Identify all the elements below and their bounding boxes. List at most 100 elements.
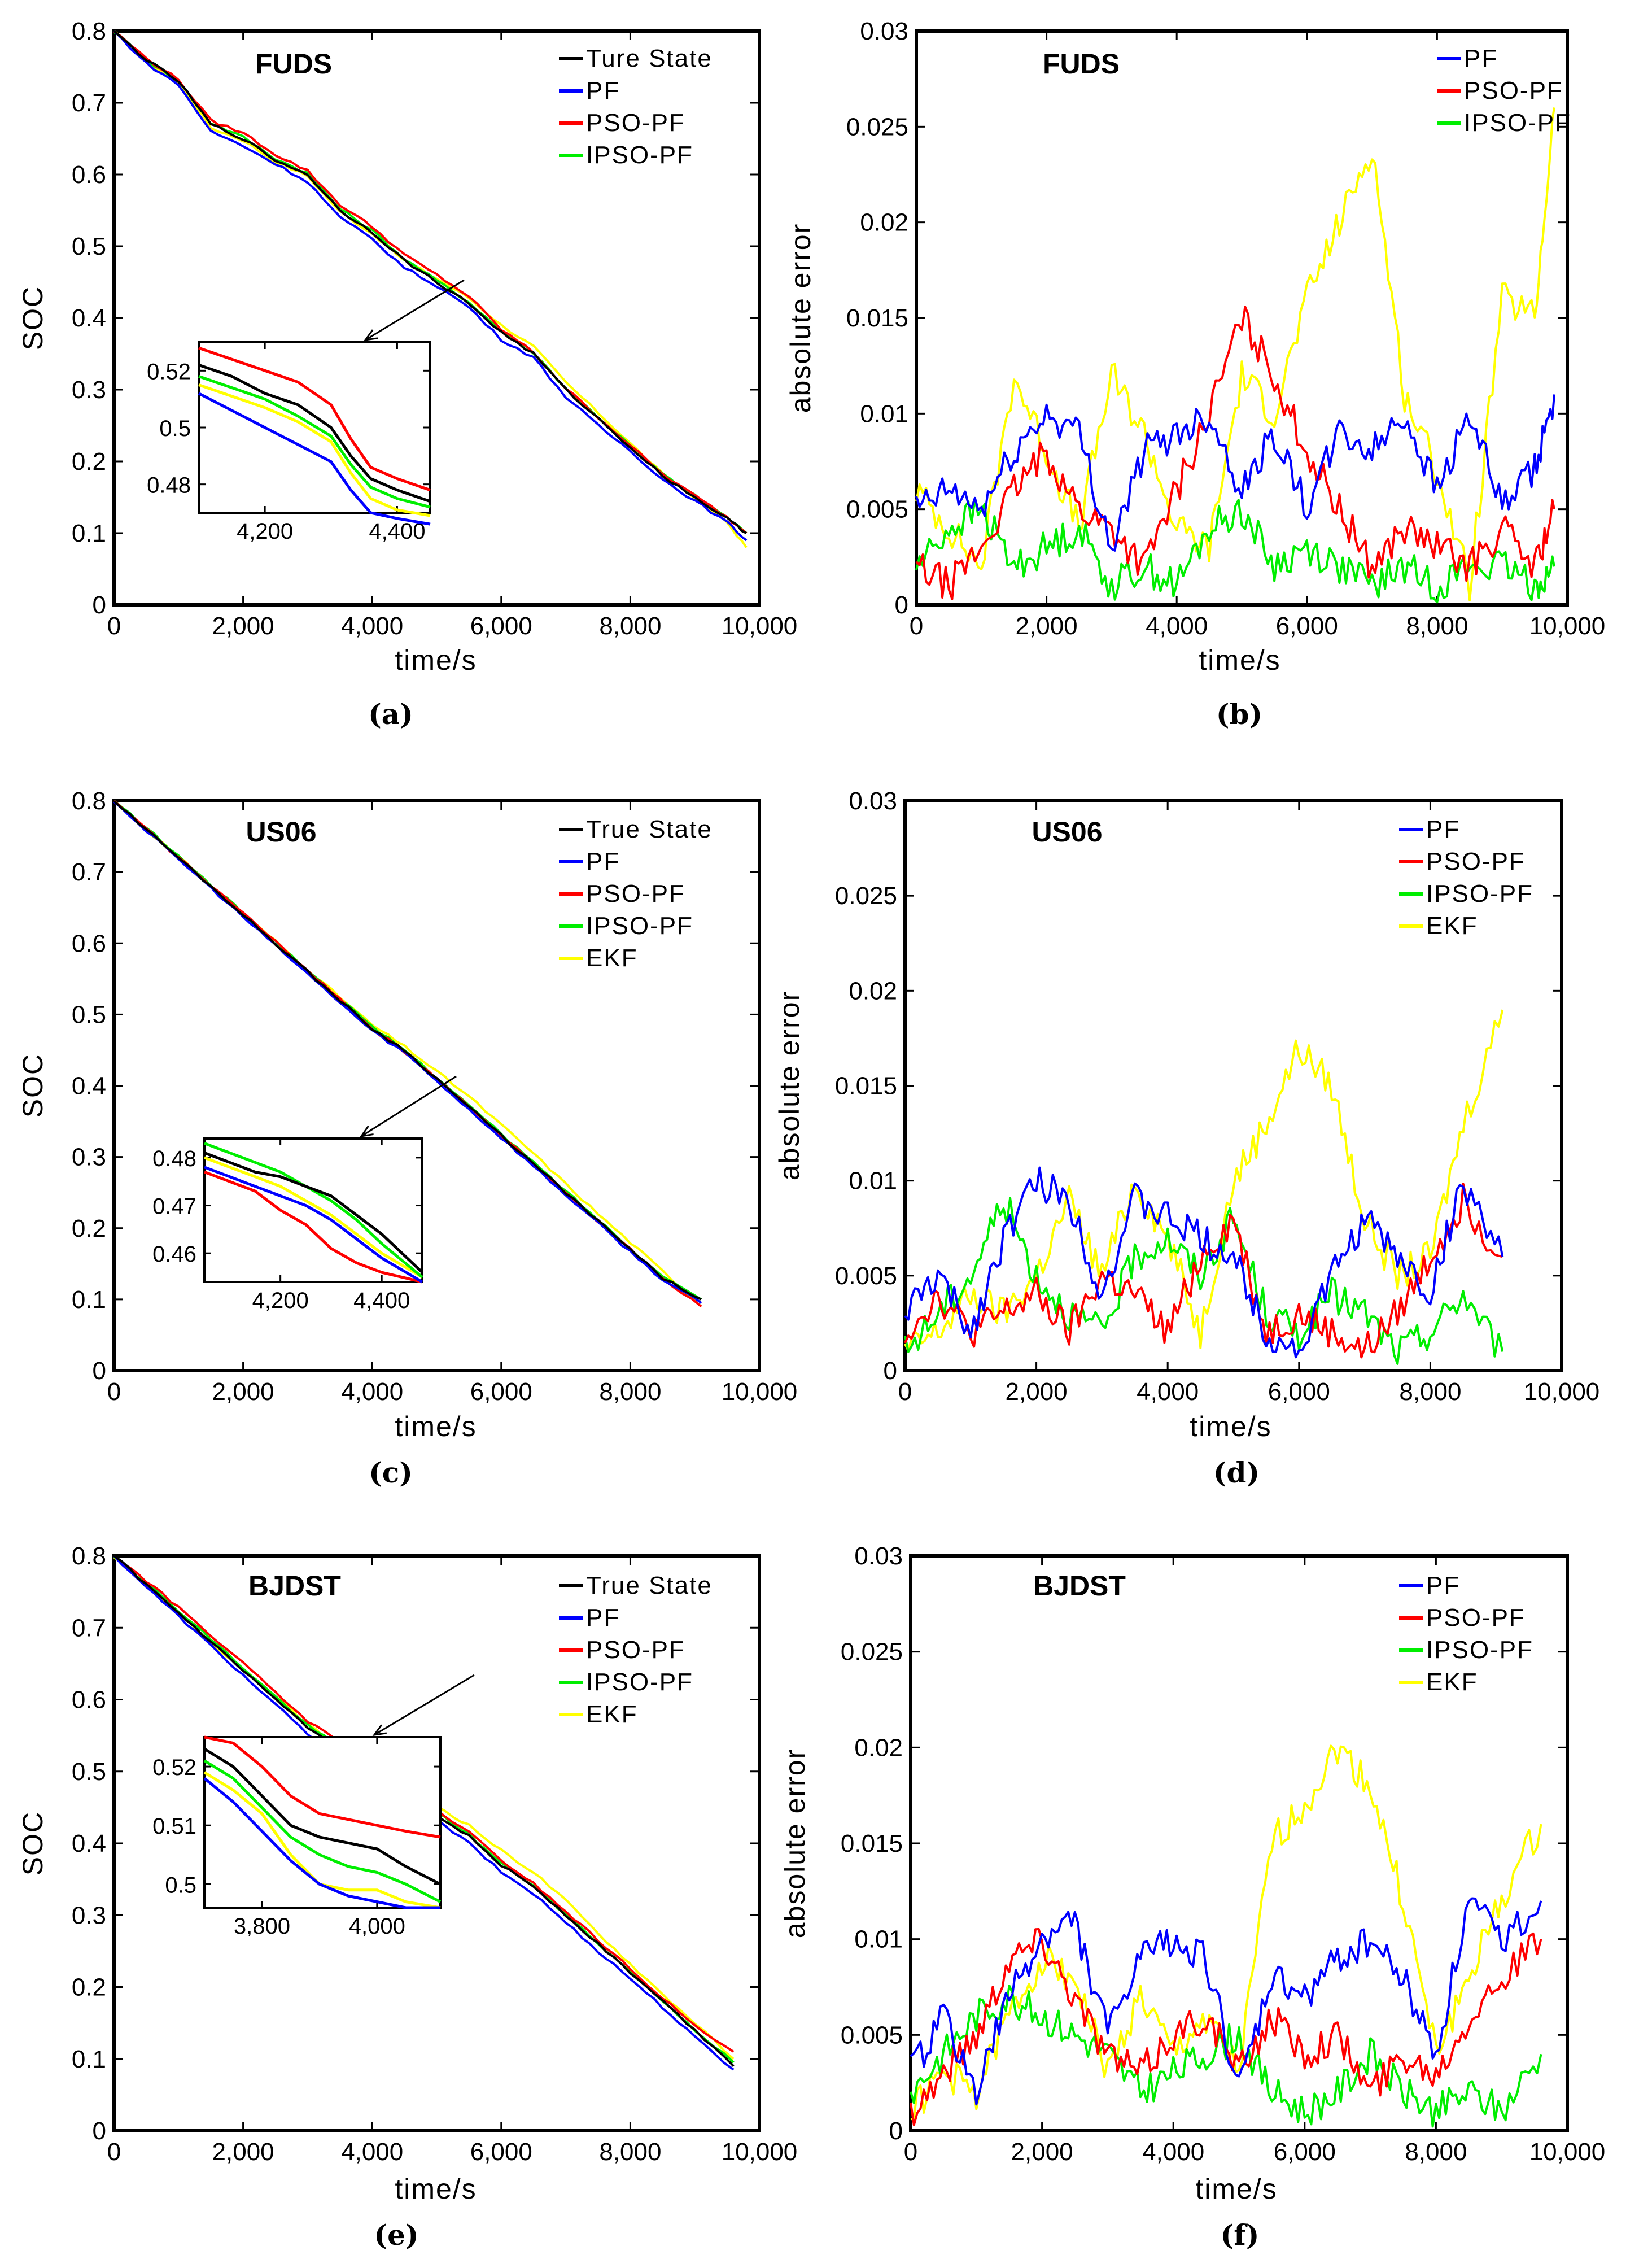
chart-a-inset-ytick-label-1: 0.5	[159, 416, 191, 441]
chart-b-xtick-label-4: 8,000	[1406, 612, 1468, 640]
chart-a-xtick-label-5: 10,000	[722, 612, 798, 640]
chart-a: 0 2,000 4,000 6,000 8,000 10,000 0 0.1 0.2 0.3 0.4…	[17, 18, 797, 731]
chart-f-legend-label-0: PF	[1426, 1572, 1460, 1599]
chart-d-legend-label-0: PF	[1426, 815, 1460, 843]
chart-f-series-pso-pf	[910, 1928, 1542, 2126]
chart-f-ytick-label-2: 0.01	[854, 1926, 903, 1953]
chart-a-ytick-label-1: 0.1	[72, 520, 106, 547]
chart-a-inset-xtick-label-0: 4,200	[237, 519, 293, 544]
chart-a-ylabel: SOC	[17, 286, 49, 350]
chart-f-xtick-label-2: 4,000	[1142, 2138, 1204, 2166]
chart-f-caption: (f)	[1221, 2218, 1260, 2252]
chart-c-ytick-label-0: 0	[93, 1357, 106, 1385]
chart-c: 0 2,000 4,000 6,000 8,000 10,000 0 0.1 0.2 0.3 0.4…	[17, 787, 797, 1489]
chart-e-inset-arrow-line	[374, 1674, 475, 1736]
chart-c-xtick-label-3: 6,000	[470, 1378, 532, 1406]
chart-c-xtick-label-2: 4,000	[341, 1378, 403, 1406]
chart-d-caption: (d)	[1213, 1456, 1260, 1489]
chart-b-xtick-label-3: 6,000	[1276, 612, 1338, 640]
chart-c-legend-label-0: True State	[586, 815, 713, 843]
chart-b-legend-label-0: PF	[1464, 45, 1498, 72]
chart-c-title: US06	[246, 816, 316, 848]
chart-e-ytick-label-5: 0.5	[72, 1758, 106, 1786]
chart-d-legend-label-3: EKF	[1426, 912, 1478, 940]
chart-b-series-ekf	[915, 107, 1555, 601]
chart-b-xlabel: time/s	[1199, 644, 1280, 676]
chart-c-ytick-label-5: 0.5	[72, 1001, 106, 1028]
chart-a-inset-ytick-label-0: 0.48	[147, 473, 191, 498]
chart-c-legend-label-1: PF	[586, 848, 620, 875]
chart-a-ytick-label-8: 0.8	[72, 18, 106, 45]
chart-a-inset-series-pso-pf	[198, 346, 431, 492]
chart-d-ylabel: absolute error	[773, 991, 805, 1181]
chart-b: 0 2,000 4,000 6,000 8,000 10,000 0 0.005 0.01 0.0…	[785, 18, 1605, 731]
chart-b-ylabel: absolute error	[785, 223, 816, 413]
chart-a-xtick-label-2: 4,000	[341, 612, 403, 640]
chart-c-ytick-label-4: 0.4	[72, 1072, 106, 1100]
chart-c-xtick-label-4: 8,000	[599, 1378, 661, 1406]
chart-f-ytick-label-6: 0.03	[854, 1542, 903, 1570]
chart-e-legend-label-2: PSO-PF	[586, 1636, 685, 1664]
chart-e-ylabel: SOC	[17, 1811, 49, 1876]
chart-a-title: FUDS	[255, 48, 332, 80]
chart-d-title: US06	[1032, 816, 1102, 848]
chart-b-ytick-label-0: 0	[895, 591, 908, 619]
chart-b-legend-label-1: PSO-PF	[1464, 77, 1563, 104]
chart-e-ytick-label-6: 0.6	[72, 1686, 106, 1714]
chart-d-xlabel: time/s	[1190, 1411, 1271, 1442]
chart-a-caption: (a)	[368, 697, 413, 731]
chart-e-ytick-label-1: 0.1	[72, 2045, 106, 2073]
chart-e-inset-series-pso-pf	[204, 1735, 441, 1839]
chart-f-ytick-label-5: 0.025	[841, 1638, 903, 1666]
chart-f-ytick-label-0: 0	[889, 2117, 903, 2145]
chart-a-xlabel: time/s	[395, 644, 477, 676]
chart-a-ytick-label-2: 0.2	[72, 448, 106, 476]
chart-d-plot-frame	[903, 799, 1563, 1372]
chart-e-legend-label-4: EKF	[586, 1700, 638, 1728]
chart-f-legend-label-3: EKF	[1426, 1668, 1478, 1696]
chart-f-xtick-label-1: 2,000	[1011, 2138, 1073, 2166]
chart-e-inset: 3,800 4,000 0.5 0.51 0.52	[152, 1674, 475, 1939]
chart-c-inset-arrow-head	[359, 1126, 374, 1138]
chart-a-xtick-label-1: 2,000	[212, 612, 274, 640]
chart-b-ytick-label-3: 0.015	[846, 304, 908, 332]
chart-c-series-true_state	[113, 800, 702, 1301]
chart-a-ytick-label-3: 0.3	[72, 376, 106, 404]
chart-e-inset-xtick-label-1: 4,000	[349, 1914, 405, 1939]
chart-b-xtick-label-1: 2,000	[1016, 612, 1078, 640]
chart-b-ytick-label-1: 0.005	[846, 496, 908, 524]
chart-a-series-true_state	[113, 30, 747, 534]
chart-a-legend-label-0: Ture State	[586, 45, 713, 72]
chart-e-xtick-label-2: 4,000	[341, 2138, 403, 2166]
chart-e-title: BJDST	[248, 1570, 341, 1602]
chart-d-xtick-label-1: 2,000	[1006, 1378, 1068, 1406]
chart-c-inset-xtick-label-1: 4,400	[353, 1288, 410, 1313]
chart-e-caption: (e)	[374, 2218, 418, 2252]
chart-e-xtick-label-0: 0	[107, 2138, 121, 2166]
chart-c-ylabel: SOC	[17, 1053, 49, 1118]
chart-d-series-ekf	[904, 1009, 1504, 1352]
chart-f-ytick-label-3: 0.015	[841, 1830, 903, 1857]
chart-e-inset-ytick-label-1: 0.51	[152, 1814, 196, 1839]
chart-f-ytick-label-1: 0.005	[841, 2021, 903, 2049]
chart-d-series-ipso-pf	[904, 1197, 1504, 1365]
chart-f-legend-label-2: IPSO-PF	[1426, 1636, 1533, 1664]
chart-b-series-pf	[915, 394, 1555, 552]
chart-e-inset-plot-frame	[203, 1736, 442, 1909]
chart-b-title: FUDS	[1043, 48, 1120, 80]
chart-c-inset-series-pso-pf	[204, 1170, 423, 1284]
chart-e-inset-arrow-head	[372, 1724, 387, 1736]
chart-e-ytick-label-0: 0	[93, 2117, 106, 2145]
chart-f-legend-label-1: PSO-PF	[1426, 1604, 1526, 1632]
chart-b-ytick-label-6: 0.03	[860, 18, 908, 45]
chart-d: 0 2,000 4,000 6,000 8,000 10,000 0 0.005 0.01 0.0…	[773, 787, 1599, 1489]
chart-a-ytick-label-5: 0.5	[72, 233, 106, 260]
chart-a-inset-series-ipso-pf	[198, 375, 431, 509]
chart-a-legend-label-1: PF	[586, 77, 620, 104]
chart-b-series-ipso-pf	[915, 497, 1555, 604]
chart-e-legend-label-0: True State	[586, 1572, 713, 1599]
chart-c-ytick-label-7: 0.7	[72, 858, 106, 886]
chart-d-ytick-label-0: 0	[884, 1357, 897, 1385]
chart-e-xtick-label-4: 8,000	[599, 2138, 661, 2166]
